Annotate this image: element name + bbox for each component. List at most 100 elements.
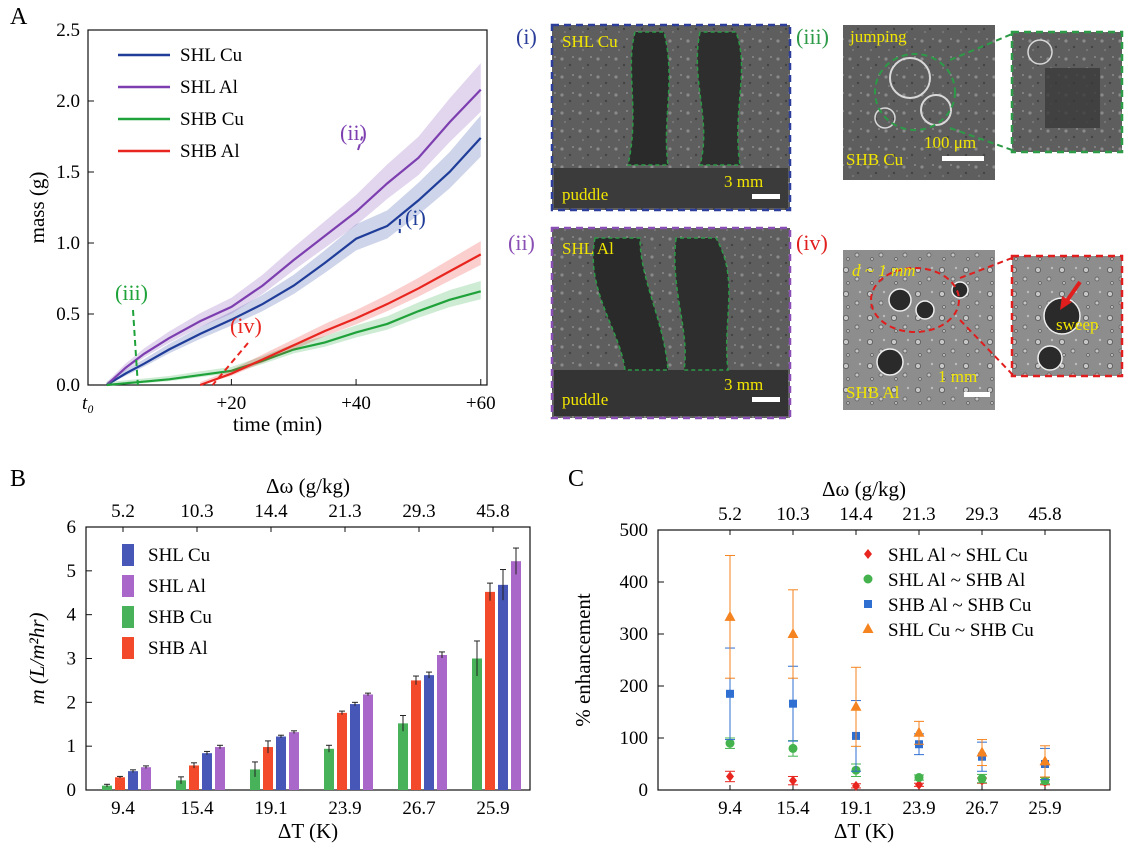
- chart-a-annotation: (ii): [340, 120, 367, 145]
- chart-b-bar: [424, 675, 434, 790]
- chart-c-y-tick-label: 400: [620, 572, 649, 593]
- chart-a-frame: [88, 30, 487, 385]
- micrograph-i-scale: 3 mm: [724, 172, 763, 191]
- chart-b-x-tick-label: 9.4: [111, 798, 135, 819]
- panel-label-a: A: [10, 4, 28, 30]
- micrograph-ii-scale-bar: [752, 397, 780, 402]
- micrograph-iv-scale-bar: [964, 392, 990, 397]
- chart-c-point: [915, 773, 924, 782]
- chart-c-point: [914, 727, 925, 737]
- chart-a-x-tick-label: t₀: [82, 393, 94, 414]
- chart-c-point: [978, 774, 987, 783]
- chart-b-bar: [411, 680, 421, 790]
- chart-c-top-axis-label: Δω (g/kg): [822, 477, 906, 501]
- micrograph-iv-drop-3: [877, 349, 903, 375]
- chart-b-legend-swatch: [122, 575, 134, 597]
- chart-c-x-tick-label: 15.4: [776, 798, 810, 819]
- chart-c-point: [725, 611, 736, 621]
- chart-c-legend-marker: [863, 623, 874, 633]
- chart-c-x-tick-label: 26.7: [965, 798, 998, 819]
- micrograph-iv-zoom-drop-2: [1038, 346, 1062, 370]
- chart-b-x-tick-label: 15.4: [180, 798, 214, 819]
- micrograph-i-droplet-outline-2: [697, 32, 741, 165]
- chart-a-annotation: (iii): [115, 280, 148, 305]
- chart-b-legend-label: SHB Cu: [148, 607, 212, 628]
- chart-c-top-tick-label: 10.3: [776, 504, 809, 525]
- chart-a-y-tick-label: 2.0: [56, 91, 80, 112]
- chart-b-top-tick-label: 10.3: [180, 501, 213, 522]
- micrograph-ii-footer: puddle: [562, 390, 608, 409]
- chart-c-y-tick-label: 100: [620, 728, 649, 749]
- chart-a-annotation-leader: [133, 310, 138, 385]
- chart-c-frame: [658, 530, 1110, 790]
- micrograph-iv-drop: [889, 289, 911, 311]
- chart-b-top-tick-label: 14.4: [254, 501, 288, 522]
- chart-b-bar: [511, 561, 521, 790]
- micrograph-iv-arrow-label: sweep: [1056, 315, 1098, 334]
- chart-b-y-tick-label: 5: [67, 561, 77, 582]
- chart-c-point: [789, 700, 797, 708]
- chart-b-legend-swatch: [122, 637, 134, 659]
- chart-a-annotation: (i): [405, 205, 426, 230]
- micrograph-iii-note: jumping: [849, 27, 907, 46]
- chart-b-x-tick-label: 19.1: [254, 798, 287, 819]
- chart-a-y-tick-label: 0.0: [56, 375, 80, 396]
- chart-b-bar: [115, 777, 125, 790]
- chart-a-x-tick-label: +20: [217, 393, 247, 414]
- chart-b-y-tick-label: 4: [67, 605, 77, 626]
- micrograph-iv-scale: 1 mm: [938, 367, 977, 386]
- chart-a-x-tick-label: +60: [466, 393, 496, 414]
- chart-c-point: [726, 690, 734, 698]
- chart-a-y-tick-label: 1.5: [56, 162, 80, 183]
- chart-c-x-tick-label: 9.4: [718, 798, 742, 819]
- micrograph-i-droplet-outline: [628, 32, 669, 165]
- chart-c-y-tick-label: 300: [620, 624, 649, 645]
- chart-a-legend-label: SHL Al: [180, 77, 238, 98]
- chart-b-top-tick-label: 21.3: [328, 501, 361, 522]
- chart-b-bar: [324, 749, 334, 790]
- chart-b-y-tick-label: 2: [67, 692, 77, 713]
- chart-b-x-axis-label: ΔT (K): [278, 819, 338, 843]
- chart-a-band: [107, 281, 481, 385]
- chart-b-x-tick-label: 23.9: [328, 798, 361, 819]
- chart-b-x-tick-label: 26.7: [402, 798, 435, 819]
- micrograph-iii-tag: (iii): [796, 24, 829, 49]
- micrograph-ii-sample: SHL Al: [562, 239, 614, 258]
- chart-c-point: [788, 628, 799, 638]
- chart-c-x-tick-label: 25.9: [1028, 798, 1061, 819]
- chart-c-point: [789, 776, 797, 786]
- chart-b-bar: [202, 753, 212, 790]
- chart-b-top-axis-label: Δω (g/kg): [266, 474, 350, 498]
- chart-a-legend-label: SHB Cu: [180, 109, 244, 130]
- chart-a-legend-label: SHL Cu: [180, 45, 243, 66]
- chart-b-legend-label: SHL Cu: [148, 545, 211, 566]
- micrograph-iii-scale: 100 μm: [924, 133, 976, 152]
- micrograph-iv-sample: SHB Al: [846, 383, 900, 402]
- chart-a-x-tick-label: +40: [341, 393, 371, 414]
- chart-b-bar: [289, 732, 299, 790]
- chart-b-y-tick-label: 0: [67, 780, 77, 801]
- chart-b-y-tick-label: 3: [67, 649, 77, 670]
- chart-c-legend-label: SHL Cu ~ SHB Cu: [888, 620, 1034, 641]
- chart-c-legend-marker: [864, 549, 872, 559]
- chart-c-point: [789, 744, 798, 753]
- chart-c-top-tick-label: 5.2: [718, 504, 742, 525]
- panel-label-c: C: [568, 466, 584, 492]
- chart-b-top-tick-label: 45.8: [476, 501, 509, 522]
- chart-c-point: [977, 747, 988, 757]
- chart-b-bar: [128, 771, 138, 790]
- micrograph-i: (i) SHL Cu puddle 3 mm: [516, 24, 790, 210]
- chart-b-y-tick-label: 1: [67, 736, 77, 757]
- chart-a-y-tick-label: 1.0: [56, 233, 80, 254]
- chart-c-y-axis-label: % enhancement: [571, 593, 595, 727]
- chart-c-y-tick-label: 500: [620, 520, 649, 541]
- chart-b-bar: [350, 704, 360, 790]
- chart-b-bar: [485, 592, 495, 790]
- chart-c-legend-label: SHL Al ~ SHB Al: [888, 570, 1025, 591]
- chart-b-y-tick-label: 6: [67, 517, 77, 538]
- chart-c: 01002003004005009.45.215.410.319.114.423…: [571, 477, 1110, 843]
- chart-b-top-tick-label: 5.2: [111, 501, 135, 522]
- chart-c-legend-label: SHB Al ~ SHB Cu: [888, 595, 1032, 616]
